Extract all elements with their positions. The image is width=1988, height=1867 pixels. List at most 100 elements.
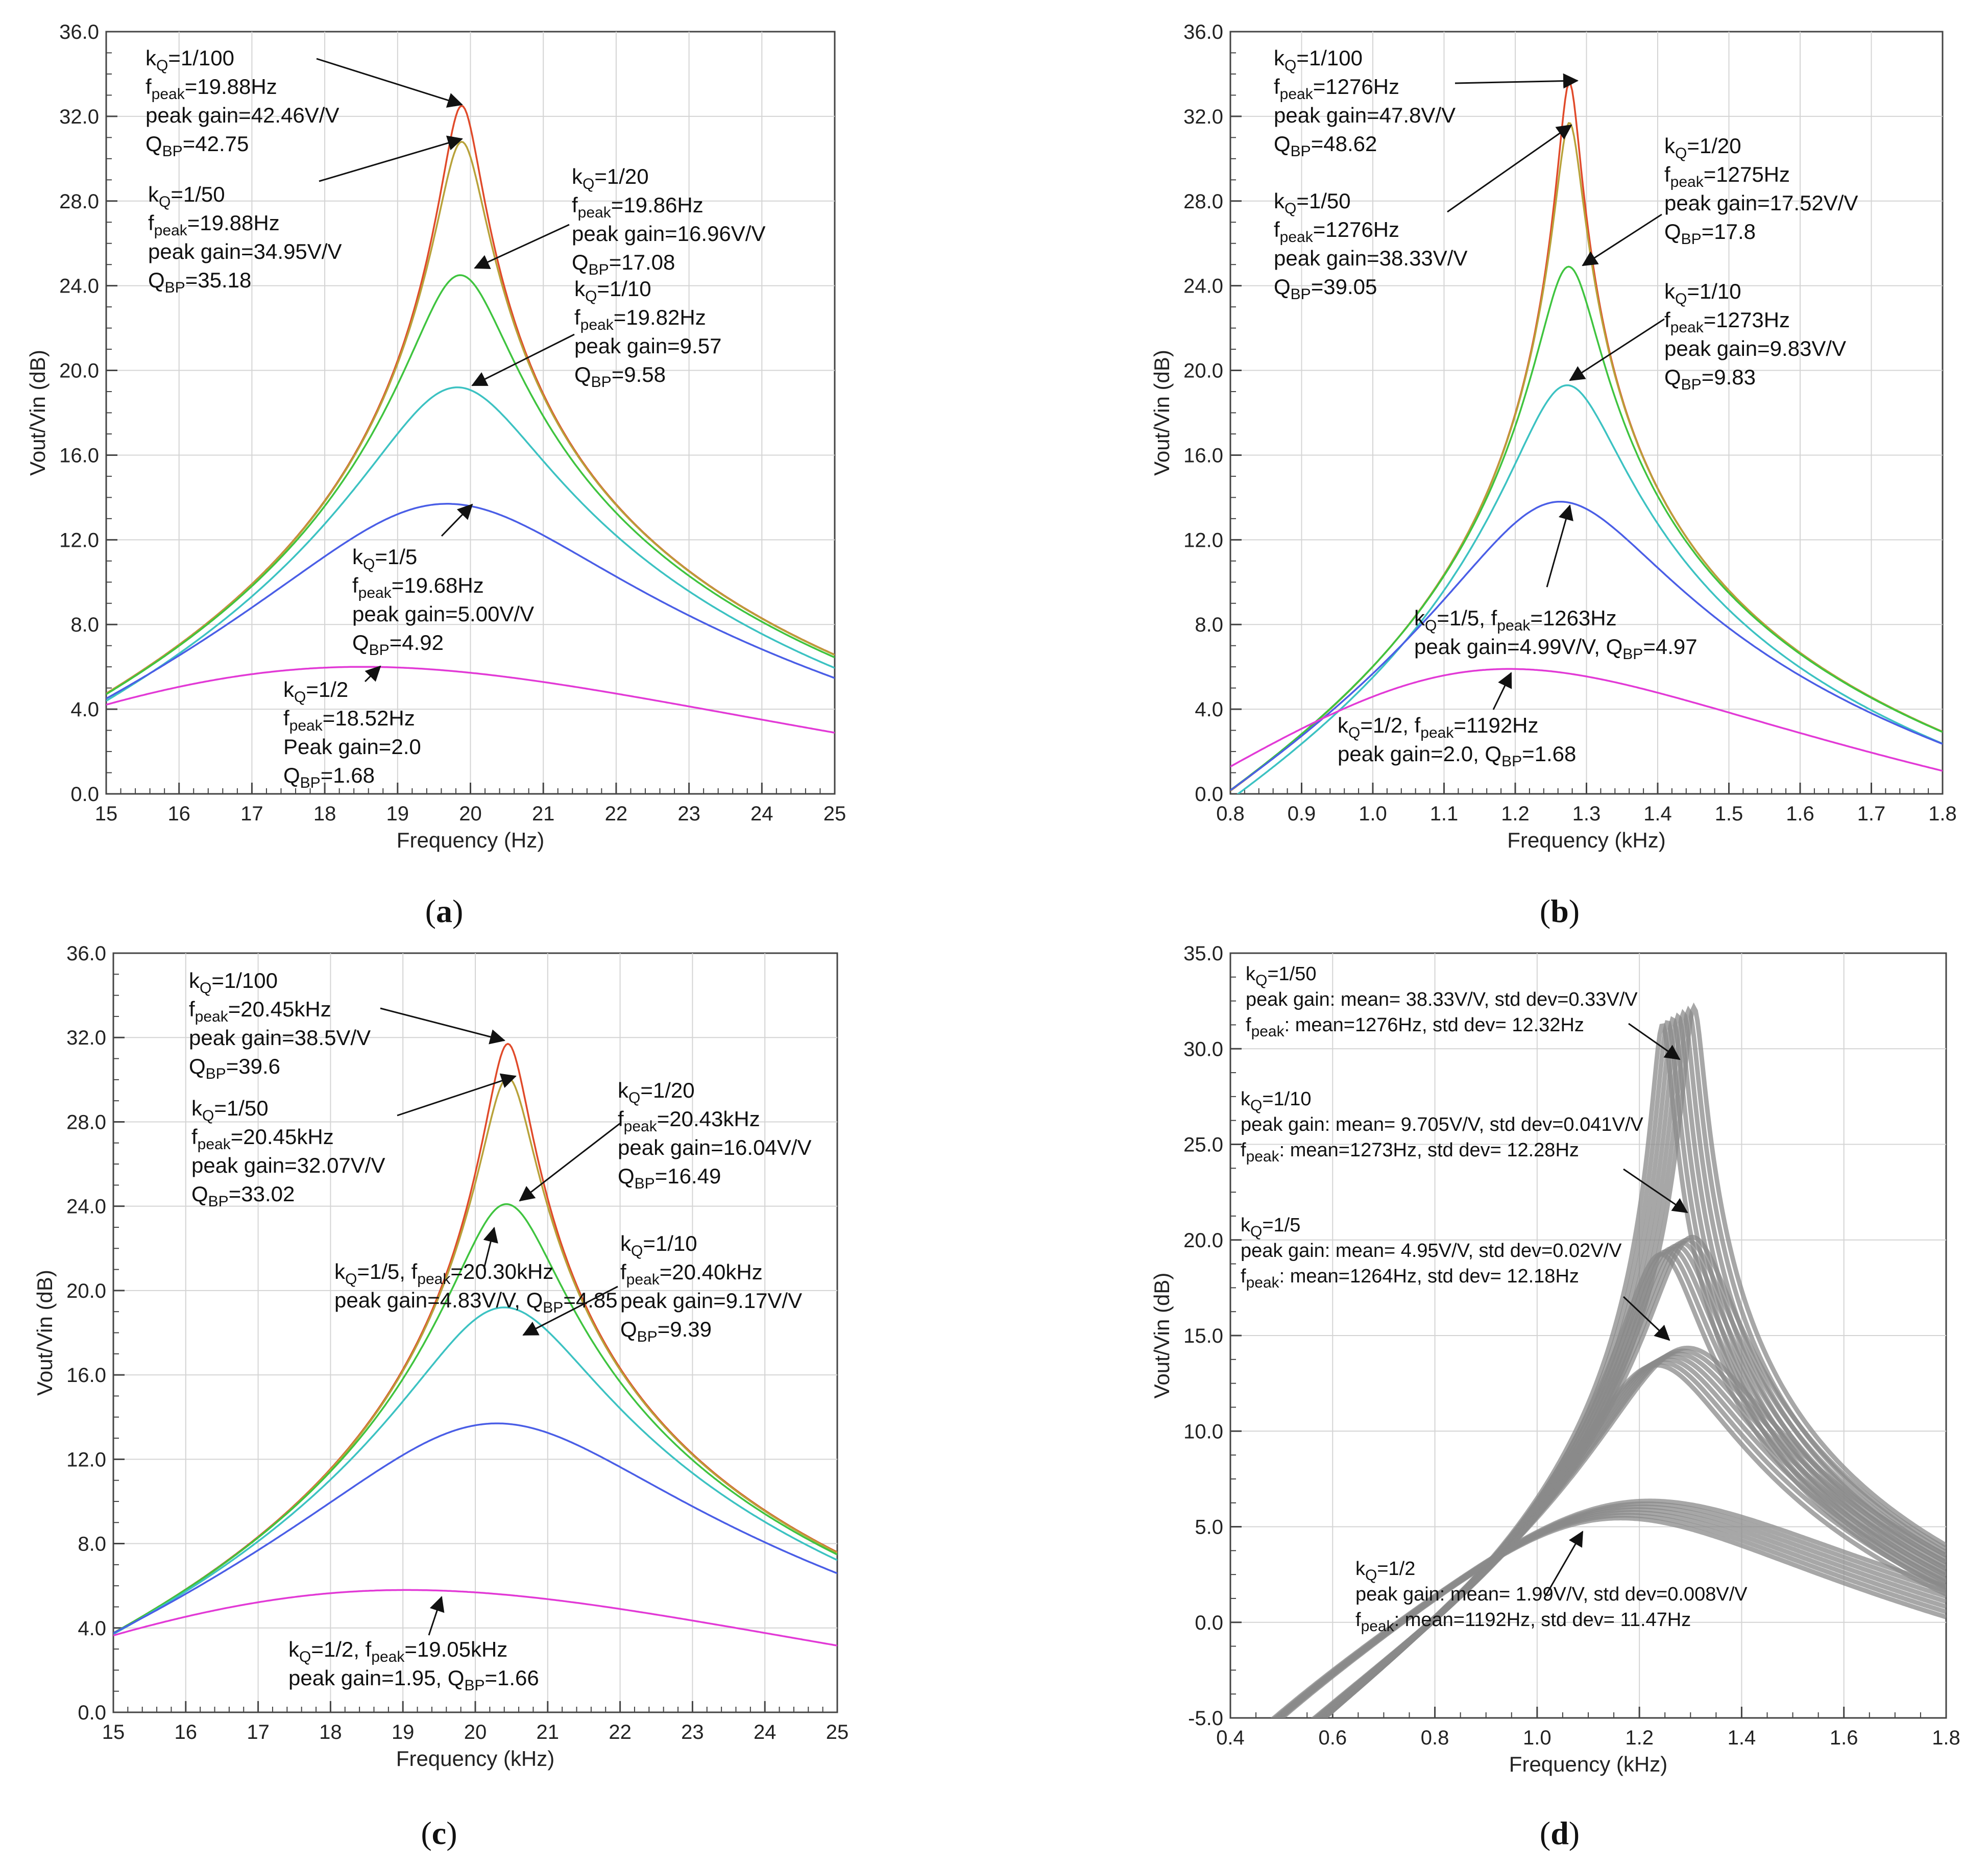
annotation-line: fpeak=19.82Hz <box>574 305 706 333</box>
y-tick-label: 28.0 <box>66 1111 106 1133</box>
y-tick-label: 4.0 <box>78 1617 106 1640</box>
y-tick-label: 16.0 <box>66 1364 106 1387</box>
x-tick-label: 24 <box>754 1721 777 1743</box>
y-tick-label: 24.0 <box>59 275 99 298</box>
annotation-arrow <box>1543 1531 1584 1598</box>
y-tick-label: 32.0 <box>66 1027 106 1049</box>
annotation-line: fpeak=20.43kHz <box>618 1107 760 1135</box>
annotation-line: QBP=17.8 <box>1664 220 1756 248</box>
annotation-arrow <box>316 58 463 108</box>
series-line-kQ-1-50 <box>106 140 835 695</box>
annotation-line: QBP=35.18 <box>148 268 251 296</box>
x-tick-label: 0.8 <box>1421 1727 1449 1749</box>
annotation-line: kQ=1/100 <box>189 968 278 997</box>
x-tick-label: 16 <box>175 1721 198 1743</box>
annotation-line: fpeak=20.40kHz <box>620 1260 763 1288</box>
annotation-line: peak gain=47.8V/V <box>1274 103 1456 127</box>
annotation-line: kQ=1/50 <box>148 182 225 210</box>
annotation-line: QBP=42.75 <box>146 132 249 160</box>
x-tick-label: 1.2 <box>1625 1727 1654 1749</box>
annotation-line: kQ=1/50 <box>191 1096 269 1124</box>
x-tick-label: 1.3 <box>1572 803 1601 825</box>
y-tick-label: 0.0 <box>78 1702 106 1724</box>
series-line-kQ-1-10 <box>113 1306 837 1635</box>
annotation-line: kQ=1/2, fpeak=19.05kHz <box>288 1637 507 1665</box>
annotation-arrow <box>1546 504 1573 588</box>
x-tick-label: 15 <box>95 803 118 825</box>
y-tick-label: 20.0 <box>1183 360 1223 382</box>
series-line-kQ-1-5 <box>1230 500 1943 791</box>
y-tick-label: 24.0 <box>1183 275 1223 298</box>
chart-panel-a: 15 16 17 18 19 20 21 22 23 24 25 0.0 4.0 8.0 12.0 16.0 2… <box>26 21 846 929</box>
annotation-line: kQ=1/5, fpeak=20.30kHz <box>334 1259 553 1288</box>
annotation-line: QBP=48.62 <box>1274 132 1377 160</box>
x-tick-label: 1.2 <box>1501 803 1530 825</box>
x-tick-label: 17 <box>247 1721 270 1743</box>
annotation-line: kQ=1/20 <box>572 164 649 192</box>
annotation-line: fpeak=20.45kHz <box>191 1125 334 1153</box>
y-tick-label: 10.0 <box>1183 1420 1223 1443</box>
annotation-line: QBP=17.08 <box>572 250 675 278</box>
y-tick-label: 0.0 <box>1195 1612 1223 1634</box>
annotation-arrow <box>1454 73 1579 89</box>
y-tick-label: 28.0 <box>1183 190 1223 213</box>
y-tick-label: 36.0 <box>1183 21 1223 43</box>
annotation-line: fpeak=19.88Hz <box>146 75 277 103</box>
annotation-line: kQ=1/2 <box>1355 1558 1415 1584</box>
annotation-line: QBP=1.68 <box>283 763 375 791</box>
series-line-kQ-1-2 <box>106 666 835 734</box>
x-tick-label: 1.4 <box>1643 803 1672 825</box>
series-line-kQ-1-2 <box>113 1589 837 1647</box>
x-axis-label: Frequency (kHz) <box>1507 828 1665 852</box>
chart-panel-c: 15 16 17 18 19 20 21 22 23 24 25 0.0 4.0 8.0 12.0 16.0 2… <box>33 942 848 1851</box>
panel-caption: (a) <box>425 893 464 929</box>
annotation-line: QBP=4.92 <box>352 631 444 659</box>
annotation-line: peak gain=2.0, QBP=1.68 <box>1338 742 1576 770</box>
x-tick-label: 23 <box>677 803 700 825</box>
x-tick-label: 21 <box>537 1721 560 1743</box>
series-line-kQ-1-20 <box>113 1203 837 1634</box>
x-tick-label: 1.5 <box>1715 803 1743 825</box>
annotation-line: Peak gain=2.0 <box>283 735 421 759</box>
annotation-line: kQ=1/50 <box>1246 963 1317 989</box>
annotation-arrow <box>319 135 463 182</box>
annotation-arrow <box>474 224 570 269</box>
annotation-line: kQ=1/20 <box>618 1078 695 1106</box>
y-tick-label: 20.0 <box>1183 1229 1223 1252</box>
annotation-line: fpeak=19.68Hz <box>352 573 484 601</box>
annotation-arrow <box>1447 124 1572 213</box>
y-tick-label: 20.0 <box>66 1280 106 1302</box>
annotation-line: peak gain: mean= 38.33V/V, std dev=0.33V… <box>1246 989 1638 1010</box>
annotation-line: peak gain=32.07V/V <box>191 1153 385 1177</box>
annotation-line: QBP=16.49 <box>618 1164 721 1192</box>
annotation-line: fpeak: mean=1264Hz, std dev= 12.18Hz <box>1241 1266 1579 1291</box>
y-tick-label: 36.0 <box>66 942 106 965</box>
annotation-line: peak gain: mean= 9.705V/V, std dev=0.041… <box>1241 1114 1643 1135</box>
x-tick-label: 1.8 <box>1932 1727 1960 1749</box>
annotation-arrow <box>471 333 575 386</box>
chart-panel-d: 0.4 0.6 0.8 1.0 1.2 1.4 1.6 1.8 -5.0 0.0 5.0 10.0 15… <box>1150 942 1960 1851</box>
x-tick-label: 22 <box>609 1721 632 1743</box>
y-axis-label: Vout/Vin (dB) <box>26 350 50 476</box>
annotation-line: kQ=1/2 <box>283 677 348 706</box>
x-tick-label: 1.8 <box>1928 803 1957 825</box>
y-tick-label: 15.0 <box>1183 1325 1223 1347</box>
x-tick-label: 1.0 <box>1523 1727 1551 1749</box>
y-tick-label: 0.0 <box>1195 783 1223 806</box>
x-tick-label: 1.4 <box>1728 1727 1756 1749</box>
x-axis-label: Frequency (kHz) <box>1509 1752 1667 1776</box>
x-tick-label: 15 <box>102 1721 125 1743</box>
x-tick-label: 22 <box>605 803 628 825</box>
annotation-line: QBP=9.83 <box>1664 365 1756 393</box>
